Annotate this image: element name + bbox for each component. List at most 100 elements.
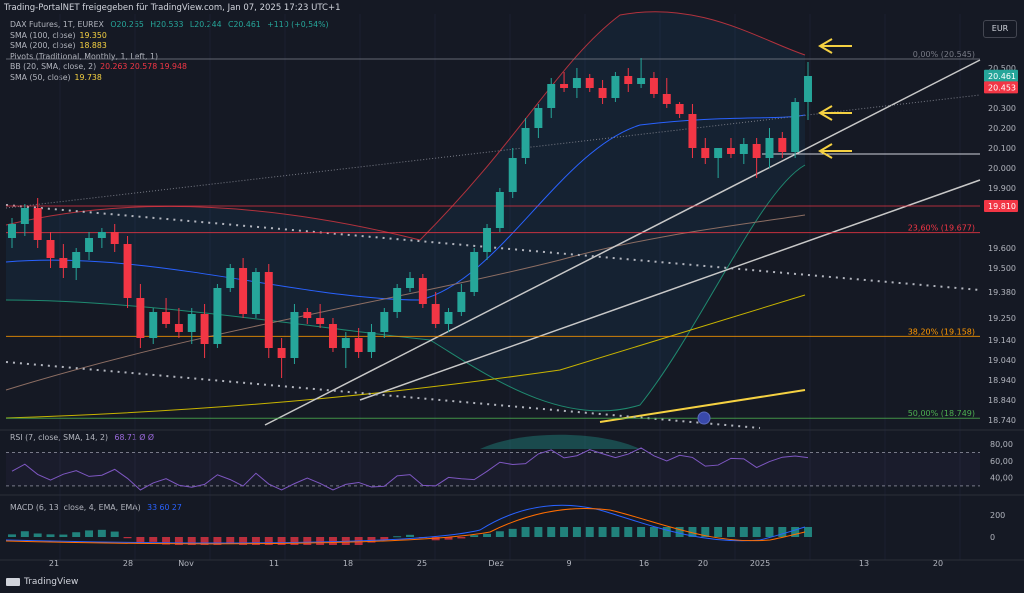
rsi-line [11,447,809,491]
price-axis-label: 18.940 [988,376,1016,385]
candle-body [675,104,684,114]
macd-histogram-bar [457,537,466,539]
indicator-label: SMA (200, close) [10,41,76,51]
time-axis-label: 21 [49,559,59,568]
ohlc-low: L20.244 [189,20,222,29]
ohlc-high: H20.533 [150,20,184,29]
bollinger-lower-line [5,164,806,412]
macd-histogram-bar [393,536,402,538]
candle-body [251,272,260,314]
macd-histogram-bar [213,537,222,545]
macd-histogram-bar [714,527,723,537]
macd-histogram-bar [675,527,684,537]
macd-histogram-bar [367,537,376,543]
fib-level-label: 38,20% (19.158) [908,327,975,336]
sma100-line [5,294,806,419]
macd-histogram-bar [110,531,119,537]
macd-histogram-bar [534,527,543,537]
price-tag-label: 20.461 [988,72,1016,81]
annotation-arrow [818,143,852,159]
candle-body [406,278,414,288]
price-axis-label: 20.300 [988,104,1016,113]
price-axis-label: 19.600 [988,244,1016,253]
currency-button[interactable]: EUR [983,20,1017,38]
macd-histogram-bar [572,527,581,537]
macd-histogram-bar [483,533,492,537]
macd-histogram-bar [560,527,569,537]
sma50-line [5,214,806,391]
macd-histogram-bar [765,527,774,537]
macd-legend[interactable]: MACD (6, 13, close, 4, EMA, EMA) 33 60 2… [10,503,182,512]
macd-axis-label: 200 [990,511,1005,520]
rsi-legend[interactable]: RSI (7, close, SMA, 14, 2) 68.71 Ø Ø [10,433,154,442]
macd-histogram-bar [328,537,337,545]
symbol-row[interactable]: DAX Futures, 1T, EUREX O20.265 H20.533 L… [10,20,329,31]
price-axis-label: 19.140 [988,336,1016,345]
rsi-axis-label: 40,00 [990,474,1013,483]
ohlc-change: +110 (+0,54%) [267,20,329,29]
macd-histogram-bar [701,527,710,537]
candle-body [585,78,594,88]
candle-body [624,76,633,84]
candle-body [20,208,29,224]
candle-body [778,138,787,152]
price-tag-bg [984,69,1018,82]
chart-share-caption: Trading-PortalNET freigegeben für Tradin… [4,3,341,13]
time-axis-label: 18 [343,559,353,568]
candle-body [688,114,697,148]
fib-level-label: 23,60% (19.677) [908,224,975,233]
candle-body [508,158,517,192]
indicator-pivots[interactable]: Pivots (Traditional, Monthly, 1, Left, 1… [10,52,329,63]
price-tag-bg [984,81,1018,94]
macd-histogram-bar [303,537,312,545]
price-axis-label: 20.200 [988,124,1016,133]
trendline-lower [359,179,981,401]
macd-histogram-bar [97,529,106,537]
ohlc-close: C20.461 [228,20,261,29]
price-tag-label: 20.453 [988,83,1016,92]
candle-body [264,272,273,348]
candle-body [380,312,389,332]
time-axis-label: 20 [698,559,708,568]
price-axis-label: 19.900 [988,184,1016,193]
candle-body [59,258,68,268]
macd-histogram-bar [726,527,735,537]
macd-histogram-bar [239,537,248,545]
macd-histogram-bar [46,534,55,537]
candle-body [328,324,337,348]
indicator-label: Pivots (Traditional, Monthly, 1, Left, 1… [10,51,158,61]
indicator-bb[interactable]: BB (20, SMA, close, 2) 20.263 20.578 19.9… [10,62,329,73]
time-axis-label: 11 [269,559,279,568]
candle-body [123,244,132,298]
candle-body [277,348,286,358]
indicator-sma100[interactable]: SMA (100, close) 19.350 [10,31,329,42]
indicator-sma200[interactable]: SMA (200, close) 18.883 [10,41,329,52]
time-axis-label: 25 [417,559,427,568]
candle-body [560,84,569,88]
price-tag-bg [984,200,1018,212]
macd-histogram-bar [174,537,183,545]
bollinger-band-fill [6,11,805,411]
indicator-sma50[interactable]: SMA (50, close) 19.738 [10,73,329,84]
candle-body [316,318,325,324]
price-axis-label: 18.840 [988,396,1016,405]
candle-body [457,292,466,312]
candle-body [72,252,81,268]
candle-body [85,238,94,252]
macd-histogram-bar [33,533,42,537]
candle-body [97,232,106,238]
candle-body [598,88,607,98]
macd-histogram-bar [752,527,761,537]
dotted-trend-lower [5,361,761,429]
macd-histogram-bar [624,527,633,537]
candle-body [213,288,222,344]
candle-body [765,138,774,158]
tradingview-logo[interactable]: TradingView [6,577,78,587]
annotation-arrow [818,105,852,121]
indicator-value: 20.263 20.578 19.948 [100,62,187,72]
candle-body [149,312,158,338]
time-axis-label: 28 [123,559,133,568]
candle-body [804,76,812,102]
brand-label: TradingView [24,577,79,587]
